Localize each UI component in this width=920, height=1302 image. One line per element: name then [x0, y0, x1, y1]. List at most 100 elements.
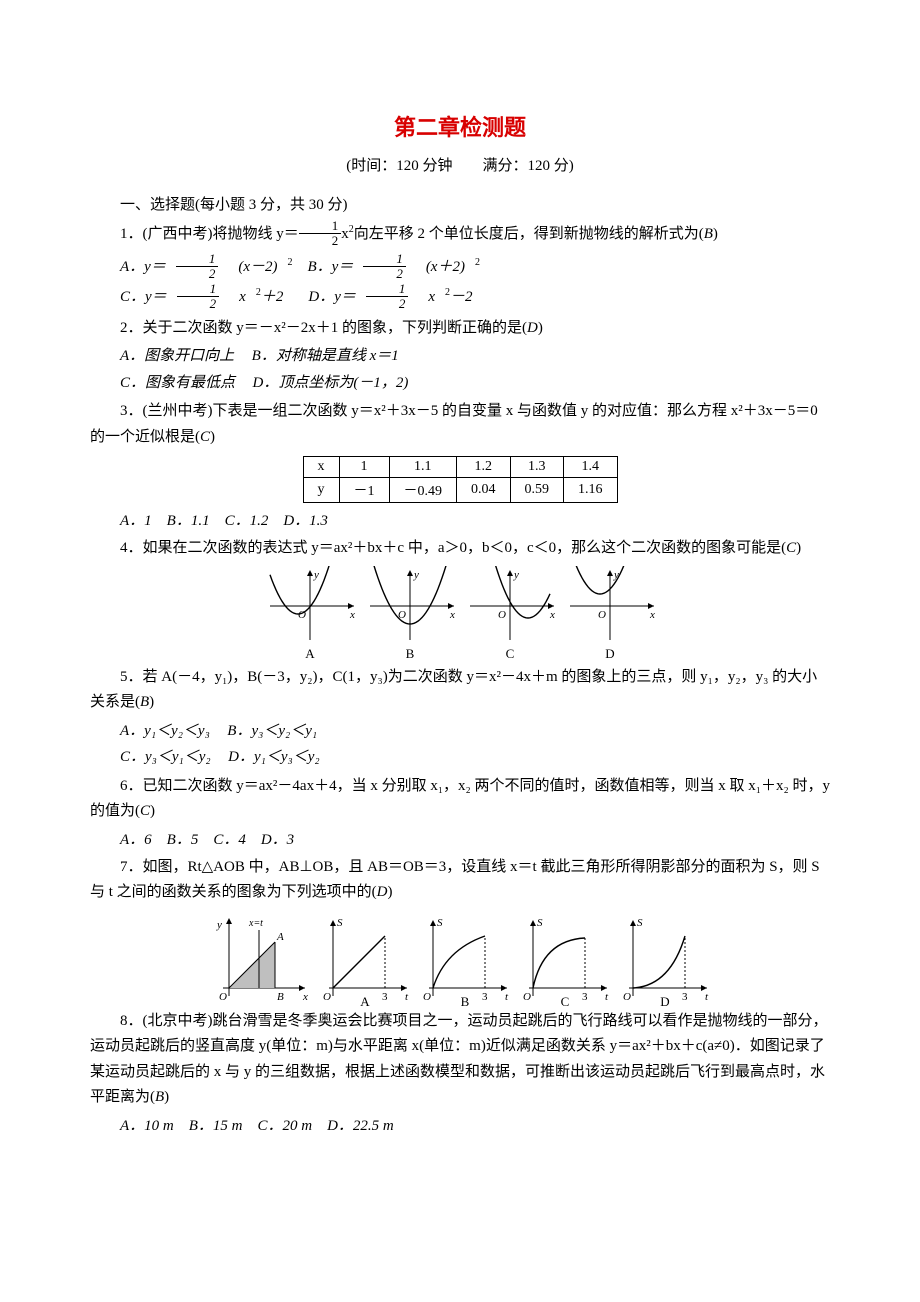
- q1-optD-pre: D．y＝: [308, 289, 356, 305]
- svg-text:t: t: [505, 991, 509, 1003]
- q1-tail: ): [713, 226, 718, 242]
- question-5: 5．若 A(－4，y₁)，B(－3，y₂)，C(1，y₃)为二次函数 y＝x²－…: [90, 665, 830, 716]
- q1-optB-pre: B．y＝: [307, 259, 353, 275]
- svg-text:A: A: [360, 994, 370, 1006]
- parabola-icon: O x y C: [460, 566, 560, 662]
- cell: －0.49: [389, 478, 457, 503]
- question-2: 2．关于二次函数 y＝－x²－2x＋1 的图象，下列判断正确的是(D): [90, 316, 830, 342]
- svg-text:D: D: [660, 994, 669, 1006]
- q1-optA-pre: A．y＝: [120, 259, 166, 275]
- question-4: 4．如果在二次函数的表达式 y＝ax²＋bx＋c 中，a＞0，b＜0，c＜0，那…: [90, 536, 830, 562]
- svg-text:x: x: [349, 609, 355, 621]
- q6-answer: C: [140, 803, 150, 819]
- q5-options-row2: C．y₃＜y₁＜y₂ D．y₁＜y₃＜y₂: [90, 745, 830, 771]
- svg-text:t: t: [605, 991, 609, 1003]
- cell: 1: [339, 457, 389, 478]
- cell: 1.3: [510, 457, 564, 478]
- svg-text:C: C: [561, 994, 570, 1006]
- question-1: 1．(广西中考)将抛物线 y＝12x2向左平移 2 个单位长度后，得到新抛物线的…: [90, 220, 830, 250]
- svg-text:x=t: x=t: [248, 918, 263, 929]
- svg-text:A: A: [305, 646, 315, 661]
- question-8: 8．(北京中考)跳台滑雪是冬季奥运会比赛项目之一，运动员起跳后的飞行路线可以看作…: [90, 1009, 830, 1111]
- exam-info: (时间：120 分钟 满分：120 分): [90, 154, 830, 175]
- parabola-icon: O x y B: [360, 566, 460, 662]
- cell: －1: [339, 478, 389, 503]
- q4-figures: O x y A O x y B O x y C: [90, 566, 830, 662]
- q1-stem-a: 1．(广西中考)将抛物线 y＝: [120, 226, 299, 242]
- q2-options-row1: A．图象开口向上 B．对称轴是直线 x＝1: [90, 344, 830, 370]
- q4-answer: C: [786, 540, 796, 556]
- q1-optC-post: x: [239, 289, 246, 305]
- page: 第二章检测题 (时间：120 分钟 满分：120 分) 一、选择题(每小题 3 …: [0, 0, 920, 1302]
- q3-answer: C: [200, 429, 210, 445]
- q6-opts: A．6 B．5 C．4 D．3: [120, 832, 294, 848]
- svg-text:3: 3: [682, 991, 688, 1003]
- q1-optD-tail: －2: [450, 289, 473, 305]
- q7-stem: 7．如图，Rt△AOB 中，AB⊥OB，且 AB＝OB＝3，设直线 x＝t 截此…: [90, 859, 820, 901]
- q8-opts: A．10 m B．15 m C．20 m D．22.5 m: [120, 1118, 394, 1134]
- svg-text:3: 3: [482, 991, 488, 1003]
- q5-c: C．y₃＜y₁＜y₂: [120, 749, 211, 765]
- cell: 1.4: [564, 457, 618, 478]
- q3-options: A．1 B．1.1 C．1.2 D．1.3: [90, 509, 830, 533]
- svg-text:C: C: [506, 646, 515, 661]
- question-7: 7．如图，Rt△AOB 中，AB⊥OB，且 AB＝OB＝3，设直线 x＝t 截此…: [90, 855, 830, 906]
- q1-stem-b: x: [341, 226, 349, 242]
- cell: 0.59: [510, 478, 564, 503]
- q7-figures: y x=t A B O x O S t 3 A O S t 3: [90, 910, 830, 1006]
- q7-tail: ): [388, 884, 393, 900]
- svg-text:x: x: [549, 609, 555, 621]
- q8-tail: ): [164, 1089, 169, 1105]
- parabola-icon: O x y A: [260, 566, 360, 662]
- cell: x: [303, 457, 339, 478]
- svg-text:B: B: [277, 991, 284, 1003]
- q1-optA-post: (x－2): [238, 259, 277, 275]
- table-row: y －1 －0.49 0.04 0.59 1.16: [303, 478, 617, 503]
- cell: 1.16: [564, 478, 618, 503]
- q1-optC-pre: C．y＝: [120, 289, 167, 305]
- svg-text:S: S: [537, 917, 543, 929]
- cell: 0.04: [457, 478, 511, 503]
- svg-text:O: O: [623, 991, 631, 1003]
- svg-text:y: y: [413, 569, 419, 581]
- q4-tail: ): [796, 540, 801, 556]
- svg-text:O: O: [323, 991, 331, 1003]
- svg-text:y: y: [513, 569, 519, 581]
- svg-text:x: x: [449, 609, 455, 621]
- cell: y: [303, 478, 339, 503]
- fraction-icon: 12: [366, 282, 419, 312]
- q1-options-row2: C．y＝12x2＋2 D．y＝12x2－2: [90, 283, 830, 313]
- svg-text:S: S: [437, 917, 443, 929]
- svg-text:y: y: [613, 569, 619, 581]
- q4-stem: 4．如果在二次函数的表达式 y＝ax²＋bx＋c 中，a＞0，b＜0，c＜0，那…: [120, 540, 786, 556]
- curve-icon: O S t 3 C: [515, 910, 615, 1006]
- svg-text:S: S: [337, 917, 343, 929]
- cell: 1.1: [389, 457, 457, 478]
- fraction-icon: 12: [176, 252, 229, 282]
- svg-text:B: B: [406, 646, 415, 661]
- svg-text:x: x: [649, 609, 655, 621]
- svg-text:y: y: [313, 569, 319, 581]
- q2-c: C．图象有最低点: [120, 375, 235, 391]
- svg-text:O: O: [219, 991, 227, 1003]
- q1-options-row1: A．y＝12(x－2)2 B．y＝12(x＋2)2: [90, 253, 830, 283]
- q5-options-row1: A．y₁＜y₂＜y₃ B．y₃＜y₂＜y₁: [90, 719, 830, 745]
- svg-text:A: A: [276, 931, 284, 943]
- curve-icon: O S t 3 D: [615, 910, 715, 1006]
- svg-text:O: O: [498, 609, 506, 621]
- svg-text:y: y: [216, 919, 222, 931]
- q8-stem: 8．(北京中考)跳台滑雪是冬季奥运会比赛项目之一，运动员起跳后的飞行路线可以看作…: [90, 1013, 828, 1106]
- q5-b: B．y₃＜y₂＜y₁: [227, 723, 317, 739]
- question-3: 3．(兰州中考)下表是一组二次函数 y＝x²＋3x－5 的自变量 x 与函数值 …: [90, 399, 830, 450]
- q6-stem: 6．已知二次函数 y＝ax²－4ax＋4，当 x 分别取 x₁，x₂ 两个不同的…: [90, 778, 830, 820]
- svg-text:O: O: [423, 991, 431, 1003]
- svg-text:3: 3: [582, 991, 588, 1003]
- q5-stem: 5．若 A(－4，y₁)，B(－3，y₂)，C(1，y₃)为二次函数 y＝x²－…: [90, 669, 817, 711]
- q5-tail: ): [149, 694, 154, 710]
- q2-stem: 2．关于二次函数 y＝－x²－2x＋1 的图象，下列判断正确的是(: [120, 320, 527, 336]
- q6-tail: ): [150, 803, 155, 819]
- parabola-icon: O x y D: [560, 566, 660, 662]
- svg-text:B: B: [461, 994, 470, 1006]
- q3-table: x 1 1.1 1.2 1.3 1.4 y －1 －0.49 0.04 0.59…: [303, 456, 618, 503]
- q1-optB-post: (x＋2): [426, 259, 465, 275]
